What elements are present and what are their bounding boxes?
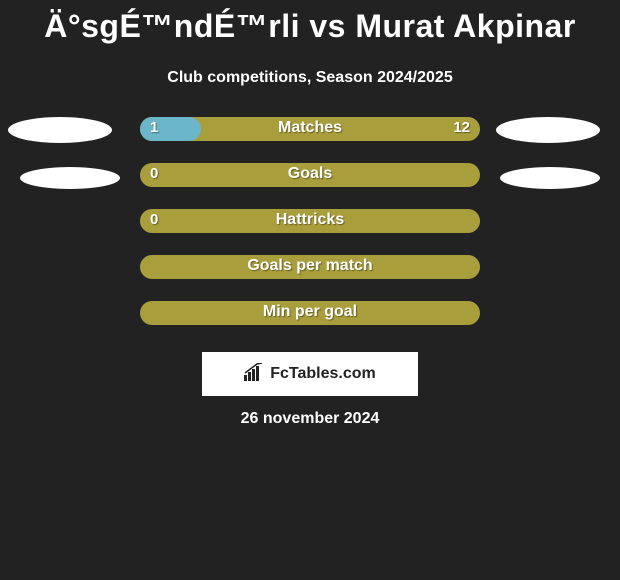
stat-row: Min per goal (0, 301, 620, 347)
stats-bars: Matches112Goals0Hattricks0Goals per matc… (0, 117, 620, 347)
date-label: 26 november 2024 (0, 410, 620, 428)
stat-bar: Matches1 12 (140, 117, 480, 141)
stat-bar-label: Goals (140, 165, 480, 183)
stat-value-left: 0 (150, 165, 158, 182)
stat-bar: Hattricks0 (140, 209, 480, 233)
stat-bar-label: Matches (140, 119, 480, 137)
stat-value-left: 1 (150, 119, 158, 136)
stat-bar: Min per goal (140, 301, 480, 325)
stat-row: Matches1 12 (0, 117, 620, 163)
team-avatar-left (20, 167, 120, 189)
stat-bar-label: Hattricks (140, 211, 480, 229)
stat-row: Hattricks0 (0, 209, 620, 255)
stat-value-right: 12 (453, 119, 470, 136)
stat-bar: Goals per match (140, 255, 480, 279)
page-subtitle: Club competitions, Season 2024/2025 (0, 69, 620, 87)
player-avatar-right (496, 117, 600, 143)
brand-badge: FcTables.com (202, 352, 418, 396)
stat-bar-label: Goals per match (140, 257, 480, 275)
stat-bar: Goals0 (140, 163, 480, 187)
brand-chart-icon (244, 363, 266, 386)
player-avatar-left (8, 117, 112, 143)
page-title: Ä°sgÉ™ndÉ™rli vs Murat Akpinar (0, 0, 620, 45)
stat-bar-label: Min per goal (140, 303, 480, 321)
stat-row: Goals per match (0, 255, 620, 301)
stat-value-left: 0 (150, 211, 158, 228)
team-avatar-right (500, 167, 600, 189)
brand-text: FcTables.com (270, 365, 376, 383)
stat-row: Goals0 (0, 163, 620, 209)
